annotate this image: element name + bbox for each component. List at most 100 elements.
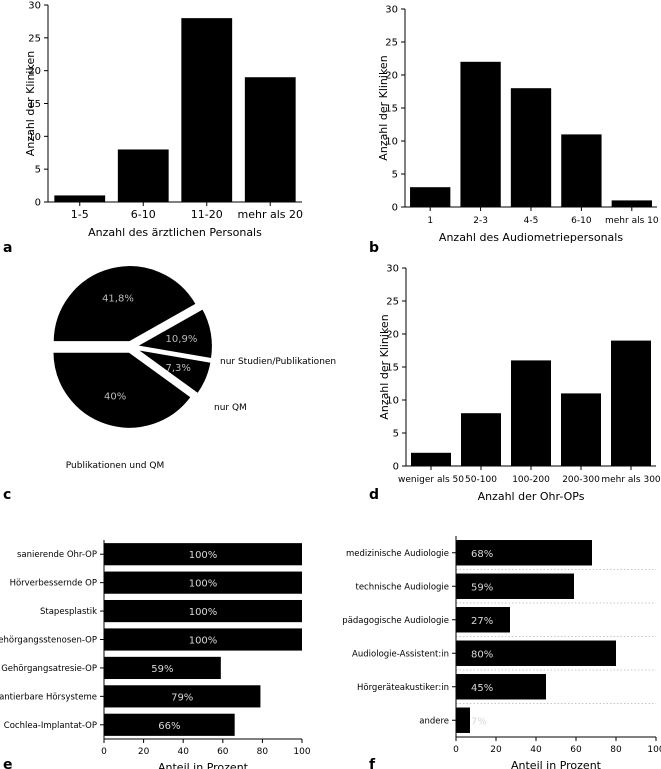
bar-andere [456, 707, 470, 733]
category-label: Hörgeräteakustiker:in [357, 683, 449, 693]
category-label: medizinische Audiologie [346, 549, 449, 559]
x-tick-label: 80 [610, 745, 622, 755]
chart-c-scientific-evaluation-pie: 41,8%keine wiss. Auswertung 10,9% nur Stud… [51, 264, 336, 471]
y-tick-label: 25 [386, 297, 399, 308]
x-tick-label: weniger als 50 [398, 475, 464, 485]
bar-value-label: 100% [189, 636, 218, 647]
y-tick-label: 20 [28, 66, 41, 77]
category-label: technische Audiologie [356, 582, 450, 592]
y-tick-label: 30 [385, 5, 398, 16]
panel-label-c: c [3, 487, 11, 503]
bar-Gehörgangsstenosen-OP [104, 628, 302, 651]
pie-category-label: nur Studien/Publikationen [220, 357, 336, 367]
x-tick-label: 60 [217, 747, 229, 757]
y-tick-label: 10 [386, 396, 399, 407]
pie-value-label: 7,3% [165, 363, 190, 374]
category-label: Implantierbare Hörsysteme [0, 692, 97, 702]
bar-Audiologie-Assistent:in [456, 640, 616, 666]
bar-11-20 [181, 18, 233, 203]
x-tick-label: 1-5 [71, 208, 89, 221]
y-axis-title: Anzahl der Kliniken [378, 314, 391, 419]
category-label: Cochlea-Implantat-OP [4, 721, 97, 731]
y-tick-label: 20 [386, 330, 399, 341]
chart-d-ear-surgeries: weniger als 50 50-100 100-200 200-300 mehr a… [378, 264, 661, 504]
y-tick-label: 0 [35, 198, 41, 209]
category-label: Hörverbessernde OP [10, 579, 97, 589]
category-label: Gehörgangsatresie-OP [1, 664, 97, 674]
y-tick-label: 25 [28, 33, 41, 44]
bar-pädagogische Audiologie [456, 607, 510, 633]
x-tick-label: 4-5 [524, 216, 539, 226]
pie-category-label: Publikationen und QM [66, 461, 164, 471]
y-axis-title: Anzahl der Kliniken [377, 55, 390, 160]
x-tick-label: 40 [177, 747, 189, 757]
x-axis-title: Anteil in Prozent [158, 761, 249, 769]
bar-Gehörgangsatresie-OP [104, 656, 221, 680]
y-tick-label: 30 [28, 1, 41, 12]
x-tick-label: mehr als 20 [238, 208, 304, 221]
x-axis-title: Anzahl des ärztlichen Personals [88, 226, 262, 239]
x-tick-label: 50-100 [465, 475, 497, 485]
x-tick-label: mehr als 10 [605, 216, 659, 226]
x-tick-label: 20 [138, 747, 150, 757]
bar-Hörgeräteakustiker:in [456, 674, 546, 700]
bar-weniger als 50 [411, 452, 451, 466]
category-label: Audiologie-Assistent:in [352, 649, 449, 659]
bar-value-label: 68% [471, 549, 493, 560]
bar-value-label: 66% [158, 721, 180, 732]
y-tick-label: 10 [385, 137, 398, 148]
bar-4-5 [510, 88, 552, 207]
y-tick-label: 0 [392, 203, 398, 214]
category-label: Gehörgangsstenosen-OP [0, 636, 97, 646]
chart-b-audiometry-staff: 1 2-3 4-5 6-10 mehr als 10 0 5 10 15 20 25 30 Anzahl… [377, 5, 659, 245]
y-tick-label: 0 [393, 462, 399, 473]
chart-e-surgery-types: 100% sanierende Ohr-OP 100% Hörverbessernde… [0, 540, 311, 769]
pie-category-label: keine wiss. Auswertung [75, 288, 181, 298]
bar-mehr als 10 [611, 200, 652, 207]
y-tick-label: 25 [385, 38, 398, 49]
x-tick-label: 60 [570, 745, 582, 755]
y-tick-label: 5 [393, 429, 399, 440]
pie-value-label: 10,9% [166, 334, 198, 345]
bar-1 [410, 187, 451, 207]
x-tick-label: 20 [490, 745, 502, 755]
panel-label-b: b [369, 240, 379, 256]
chart-f-audiology-staff-types: 68% medizinische Audiologie 59% technische … [342, 536, 661, 769]
y-tick-label: 5 [392, 170, 398, 181]
bar-value-label: 45% [471, 683, 493, 694]
bar-Stapesplastik [104, 599, 302, 623]
x-tick-label: 6-10 [571, 216, 592, 226]
x-tick-label: 200-300 [562, 475, 600, 485]
x-tick-label: 1 [427, 216, 433, 226]
bar-2-3 [460, 61, 501, 207]
bar-value-label: 7% [471, 716, 487, 727]
bar-value-label: 100% [189, 550, 218, 561]
x-axis-title: Anteil in Prozent [511, 759, 602, 769]
bar-value-label: 27% [471, 616, 493, 627]
y-tick-label: 15 [385, 104, 398, 115]
y-tick-label: 5 [35, 165, 41, 176]
panel-label-f: f [369, 757, 376, 769]
panel-label-e: e [3, 757, 13, 769]
bar-value-label: 100% [189, 607, 218, 618]
pie-slice-Publikationen und QM [51, 350, 194, 430]
bar-100-200 [511, 360, 551, 466]
category-label: pädagogische Audiologie [342, 616, 449, 626]
pie-slice-keine wiss. Auswertung [51, 264, 199, 344]
pie-value-label: 41,8% [102, 293, 134, 304]
bar-value-label: 79% [171, 692, 193, 703]
bar-50-100 [461, 413, 501, 466]
x-tick-label: 100 [647, 745, 661, 755]
bar-1-5 [54, 195, 106, 202]
category-label: sanierende Ohr-OP [17, 550, 97, 560]
bar-6-10 [117, 149, 169, 202]
bar-200-300 [561, 393, 601, 466]
pie-value-label: 40% [104, 392, 126, 403]
bar-mehr als 300 [611, 340, 651, 466]
x-tick-label: 100-200 [512, 475, 550, 485]
y-tick-label: 10 [28, 132, 41, 143]
bar-medizinische Audiologie [456, 540, 592, 566]
x-tick-label: mehr als 300 [601, 475, 661, 485]
bar-value-label: 59% [151, 664, 173, 675]
x-axis-title: Anzahl des Audiometriepersonals [439, 231, 623, 244]
